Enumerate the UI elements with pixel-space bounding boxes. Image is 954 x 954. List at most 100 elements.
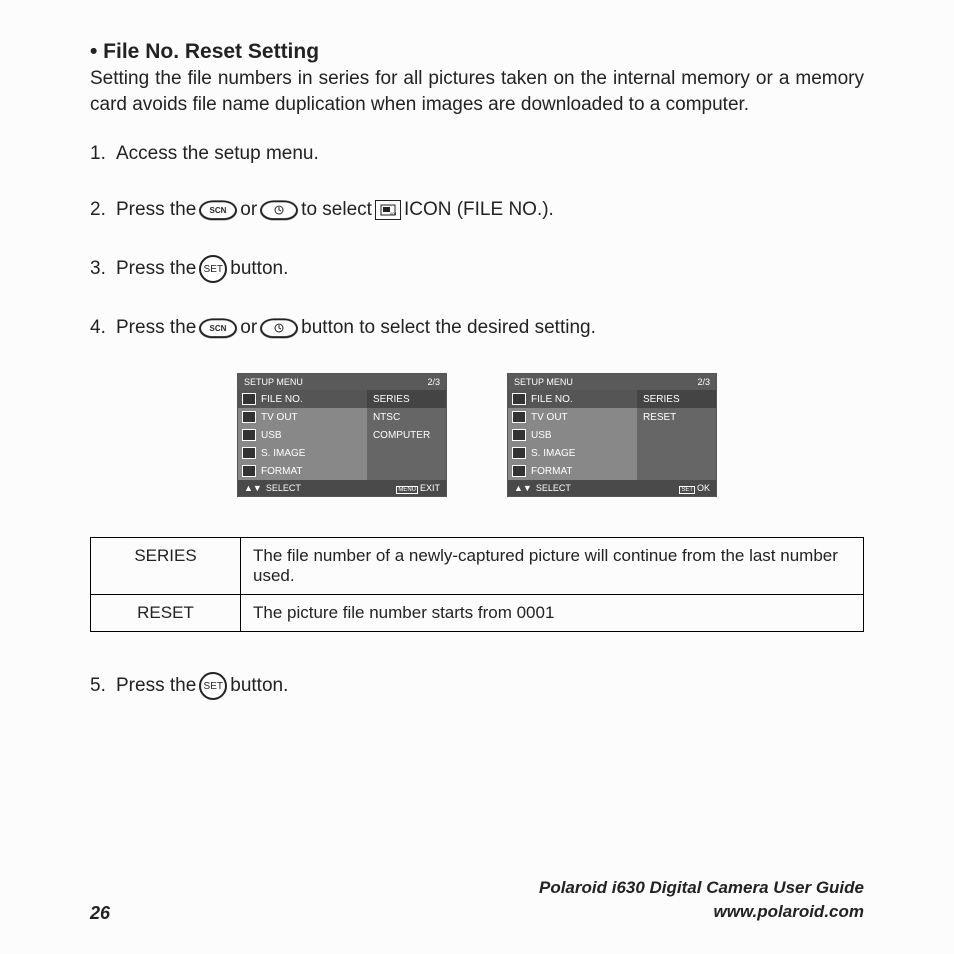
menu-label: S. IMAGE	[261, 448, 305, 459]
intro-paragraph: Setting the file numbers in series for a…	[90, 66, 864, 117]
screen-footer: ▲▼ SELECT MENUEXIT	[238, 480, 446, 496]
menu-left-column: FILE NO. TV OUT USB S. IMAGE FORMAT	[508, 390, 637, 480]
step-text: button to select the desired setting.	[301, 317, 596, 339]
menu-item: FORMAT	[238, 462, 367, 480]
set-tag-icon: SET	[679, 486, 695, 494]
menu-label: TV OUT	[261, 412, 298, 423]
timer-button-icon	[259, 201, 298, 221]
step-text: Access the setup menu.	[116, 143, 319, 165]
instruction-list: 1. Access the setup menu. 2. Press the o…	[90, 143, 864, 339]
menu-tag-icon: MENU	[396, 486, 418, 494]
menu-label: FILE NO.	[261, 394, 303, 405]
step-text: Press the	[116, 199, 196, 221]
footer-ok: SETOK	[679, 483, 710, 493]
menu-value: RESET	[637, 408, 716, 426]
scn-button-icon	[199, 319, 238, 339]
svg-text:001: 001	[390, 211, 396, 216]
menu-item: FORMAT	[508, 462, 637, 480]
screen-page: 2/3	[697, 377, 710, 387]
menu-item: TV OUT	[238, 408, 367, 426]
menu-item: S. IMAGE	[508, 444, 637, 462]
updown-icon: ▲▼	[244, 483, 262, 493]
step-text: Press the	[116, 317, 196, 339]
file-icon	[512, 393, 526, 405]
step-text: button.	[230, 675, 288, 697]
menu-value: SERIES	[637, 390, 716, 408]
step-number: 3.	[90, 258, 116, 280]
screen-header: SETUP MENU 2/3	[238, 374, 446, 390]
step-5: 5. Press the SET button.	[90, 672, 864, 700]
menu-left-column: FILE NO. TV OUT USB S. IMAGE FORMAT	[238, 390, 367, 480]
tv-icon	[512, 411, 526, 423]
option-key: RESET	[91, 595, 241, 632]
footer-exit: MENUEXIT	[396, 483, 440, 493]
footer-label: OK	[697, 483, 710, 493]
updown-icon: ▲▼	[514, 483, 532, 493]
step-text: Press the	[116, 675, 196, 697]
option-desc: The picture file number starts from 0001	[241, 595, 864, 632]
menu-label: USB	[531, 430, 552, 441]
tv-icon	[242, 411, 256, 423]
menu-value	[367, 444, 446, 462]
file-no-icon: 001	[375, 200, 401, 220]
table-row: RESET The picture file number starts fro…	[91, 595, 864, 632]
menu-item: USB	[508, 426, 637, 444]
menu-item: USB	[238, 426, 367, 444]
instruction-list-cont: 5. Press the SET button.	[90, 672, 864, 700]
format-icon	[242, 465, 256, 477]
image-icon	[512, 447, 526, 459]
setup-menu-screen-2: SETUP MENU 2/3 FILE NO. TV OUT USB S. IM…	[507, 373, 717, 497]
guide-line2: www.polaroid.com	[539, 900, 864, 924]
step-number: 5.	[90, 675, 116, 697]
step-4: 4. Press the or button to select the des…	[90, 317, 864, 339]
option-desc: The file number of a newly-captured pict…	[241, 538, 864, 595]
menu-label: FORMAT	[531, 466, 572, 477]
usb-icon	[242, 429, 256, 441]
image-icon	[242, 447, 256, 459]
menu-value	[637, 462, 716, 480]
menu-item: FILE NO.	[508, 390, 637, 408]
page-footer: 26 Polaroid i630 Digital Camera User Gui…	[90, 876, 864, 924]
screen-header: SETUP MENU 2/3	[508, 374, 716, 390]
menu-label: USB	[261, 430, 282, 441]
footer-label: SELECT	[266, 483, 301, 493]
menu-label: S. IMAGE	[531, 448, 575, 459]
menu-value	[367, 462, 446, 480]
screen-title: SETUP MENU	[244, 377, 427, 387]
screen-title: SETUP MENU	[514, 377, 697, 387]
step-2: 2. Press the or to select 001 ICON (FILE…	[90, 199, 864, 221]
set-button-icon: SET	[199, 255, 227, 283]
menu-right-column: SERIES NTSC COMPUTER	[367, 390, 446, 480]
menu-item: S. IMAGE	[238, 444, 367, 462]
menu-value: COMPUTER	[367, 426, 446, 444]
file-icon	[242, 393, 256, 405]
table-row: SERIES The file number of a newly-captur…	[91, 538, 864, 595]
menu-value: SERIES	[367, 390, 446, 408]
option-key: SERIES	[91, 538, 241, 595]
menu-value: NTSC	[367, 408, 446, 426]
setup-menu-screen-1: SETUP MENU 2/3 FILE NO. TV OUT USB S. IM…	[237, 373, 447, 497]
step-number: 4.	[90, 317, 116, 339]
footer-label: SELECT	[536, 483, 571, 493]
step-text: button.	[230, 258, 288, 280]
menu-right-column: SERIES RESET	[637, 390, 716, 480]
scn-button-icon	[199, 201, 238, 221]
step-text: to select	[301, 199, 372, 221]
format-icon	[512, 465, 526, 477]
menu-label: TV OUT	[531, 412, 568, 423]
step-text: or	[240, 317, 257, 339]
options-table: SERIES The file number of a newly-captur…	[90, 537, 864, 632]
step-3: 3. Press the SET button.	[90, 255, 864, 283]
step-text: or	[240, 199, 257, 221]
menu-item: TV OUT	[508, 408, 637, 426]
footer-select: ▲▼ SELECT	[244, 483, 301, 493]
menu-item: FILE NO.	[238, 390, 367, 408]
screen-page: 2/3	[427, 377, 440, 387]
menu-value	[637, 426, 716, 444]
section-heading: • File No. Reset Setting	[90, 40, 864, 64]
step-text: ICON (FILE NO.).	[404, 199, 554, 221]
footer-select: ▲▼ SELECT	[514, 483, 571, 493]
step-text: Press the	[116, 258, 196, 280]
guide-line1: Polaroid i630 Digital Camera User Guide	[539, 876, 864, 900]
step-number: 2.	[90, 199, 116, 221]
